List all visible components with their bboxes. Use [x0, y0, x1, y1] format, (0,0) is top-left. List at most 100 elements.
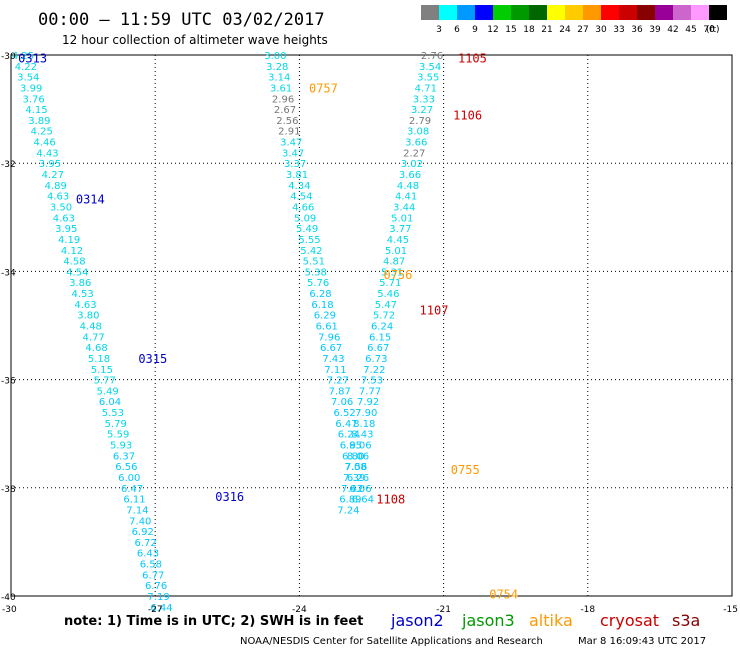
swh-value: 3.54 [17, 73, 39, 84]
swh-value: 5.42 [300, 246, 322, 257]
pass-time-label: 1108 [376, 493, 405, 507]
swh-value: 5.09 [294, 213, 316, 224]
color-swatch [475, 5, 493, 20]
swh-value: 6.80 [342, 451, 364, 462]
color-scale-unit: (ft) [706, 25, 720, 35]
lon-tick-label: -18 [580, 605, 595, 615]
swh-value: 7.40 [129, 516, 151, 527]
swh-value: 7.14 [126, 505, 148, 516]
lat-lon-grid [10, 54, 733, 597]
pass-time-label: 1107 [420, 303, 449, 317]
color-scale-label: 24 [559, 25, 571, 35]
lat-tick-label: -30 [1, 52, 16, 62]
swh-value: 5.49 [96, 386, 118, 397]
swh-value: 3.44 [393, 202, 415, 213]
swh-value: 6.37 [113, 451, 135, 462]
swh-value: 3.99 [20, 83, 42, 94]
swh-value: 5.79 [105, 419, 127, 430]
swh-value: 5.47 [375, 300, 397, 311]
swh-value: 5.31 [381, 267, 403, 278]
pass-time-label: 0313 [18, 52, 47, 66]
color-scale-label: 45 [685, 25, 696, 35]
swh-value: 3.14 [268, 73, 290, 84]
color-scale-label: 18 [523, 25, 535, 35]
color-swatch [673, 5, 691, 20]
swh-value: 3.47 [282, 148, 304, 159]
swh-value: 8.43 [351, 430, 373, 441]
color-swatch [439, 5, 457, 20]
swh-value: 4.54 [66, 267, 88, 278]
color-swatch [547, 5, 565, 20]
swh-value: 4.53 [71, 289, 93, 300]
swh-value: 6.15 [369, 332, 391, 343]
axis-tick-labels: -30 -32 -34 -36 -38 -40 -30 -27 -24 -21 -18 -15 [1, 52, 738, 615]
swh-value: 3.55 [417, 73, 439, 84]
swh-value: 6.44 [150, 603, 172, 614]
swh-value: 5.49 [296, 224, 318, 235]
pass-time-label: 1105 [458, 52, 487, 66]
swh-value: 2.91 [278, 127, 300, 138]
swh-value: 6.61 [316, 322, 338, 333]
legend-note: note: 1) Time is in UTC; 2) SWH is in fe… [64, 614, 363, 629]
swh-value: 2.79 [409, 116, 431, 127]
color-swatch [583, 5, 601, 20]
swh-value: 4.54 [290, 192, 312, 203]
swh-value: 5.51 [303, 257, 325, 268]
swh-value: 6.11 [123, 495, 145, 506]
swh-value: 7.96 [318, 332, 340, 343]
pass-0756: 2.763.543.554.713.333.272.793.083.662.27… [337, 51, 518, 601]
swh-value: 5.93 [110, 441, 132, 452]
color-swatch [691, 5, 709, 20]
swh-value: 3.80 [77, 311, 99, 322]
swh-value: 5.59 [107, 430, 129, 441]
swh-value: 4.46 [34, 138, 56, 149]
legend-altika: altika [529, 611, 573, 630]
swh-value: 4.48 [397, 181, 419, 192]
swh-value: 6.58 [140, 560, 162, 571]
swh-value: 2.96 [272, 94, 294, 105]
swh-value: 6.89 [339, 495, 361, 506]
swh-value: 6.24 [371, 322, 393, 333]
swh-value: 4.48 [80, 322, 102, 333]
swh-value: 2.67 [274, 105, 296, 116]
swh-value: 5.72 [373, 311, 395, 322]
swh-value: 3.02 [401, 159, 423, 170]
pass-time-label: 0316 [215, 490, 244, 504]
swh-value: 5.01 [385, 246, 407, 257]
swh-value: 6.92 [132, 527, 154, 538]
pass-0313: 4.254.223.543.993.764.153.894.254.464.43… [12, 51, 244, 614]
swh-value: 2.27 [403, 148, 425, 159]
swh-value: 5.15 [91, 365, 113, 376]
swh-value: 7.08 [345, 462, 367, 473]
swh-value: 7.77 [359, 386, 381, 397]
pass-time-label: 0754 [489, 587, 518, 601]
legend-jason3: jason3 [461, 611, 515, 630]
swh-value: 7.22 [363, 365, 385, 376]
pass-time-label: 0755 [451, 463, 480, 477]
lat-tick-label: -36 [1, 377, 16, 387]
color-swatch [529, 5, 547, 20]
swh-value: 6.26 [347, 473, 369, 484]
lat-tick-label: -38 [1, 485, 16, 495]
swh-value: 3.95 [55, 224, 77, 235]
swh-value: 4.25 [12, 51, 34, 62]
swh-value: 7.06 [331, 397, 353, 408]
swh-value: 4.41 [395, 192, 417, 203]
map-frame [10, 54, 733, 597]
lon-tick-label: -27 [148, 605, 163, 615]
swh-value: 7.56 [345, 462, 367, 473]
swh-value: 5.01 [391, 213, 413, 224]
swh-value: 6.56 [115, 462, 137, 473]
swh-value: 4.71 [415, 83, 437, 94]
swh-value: 7.43 [322, 354, 344, 365]
swh-value: 6.76 [145, 581, 167, 592]
pass-time-label: 0757 [309, 81, 338, 95]
swh-value: 6.67 [367, 343, 389, 354]
footer-timestamp: Mar 8 16:09:43 UTC 2017 [578, 636, 706, 647]
swh-value: 6.47 [335, 419, 357, 430]
swh-value: 6.52 [333, 408, 355, 419]
color-scale-label: 33 [613, 25, 624, 35]
swh-value: 4.25 [31, 127, 53, 138]
swh-value: 3.54 [419, 62, 441, 73]
swh-value: 4.45 [387, 235, 409, 246]
